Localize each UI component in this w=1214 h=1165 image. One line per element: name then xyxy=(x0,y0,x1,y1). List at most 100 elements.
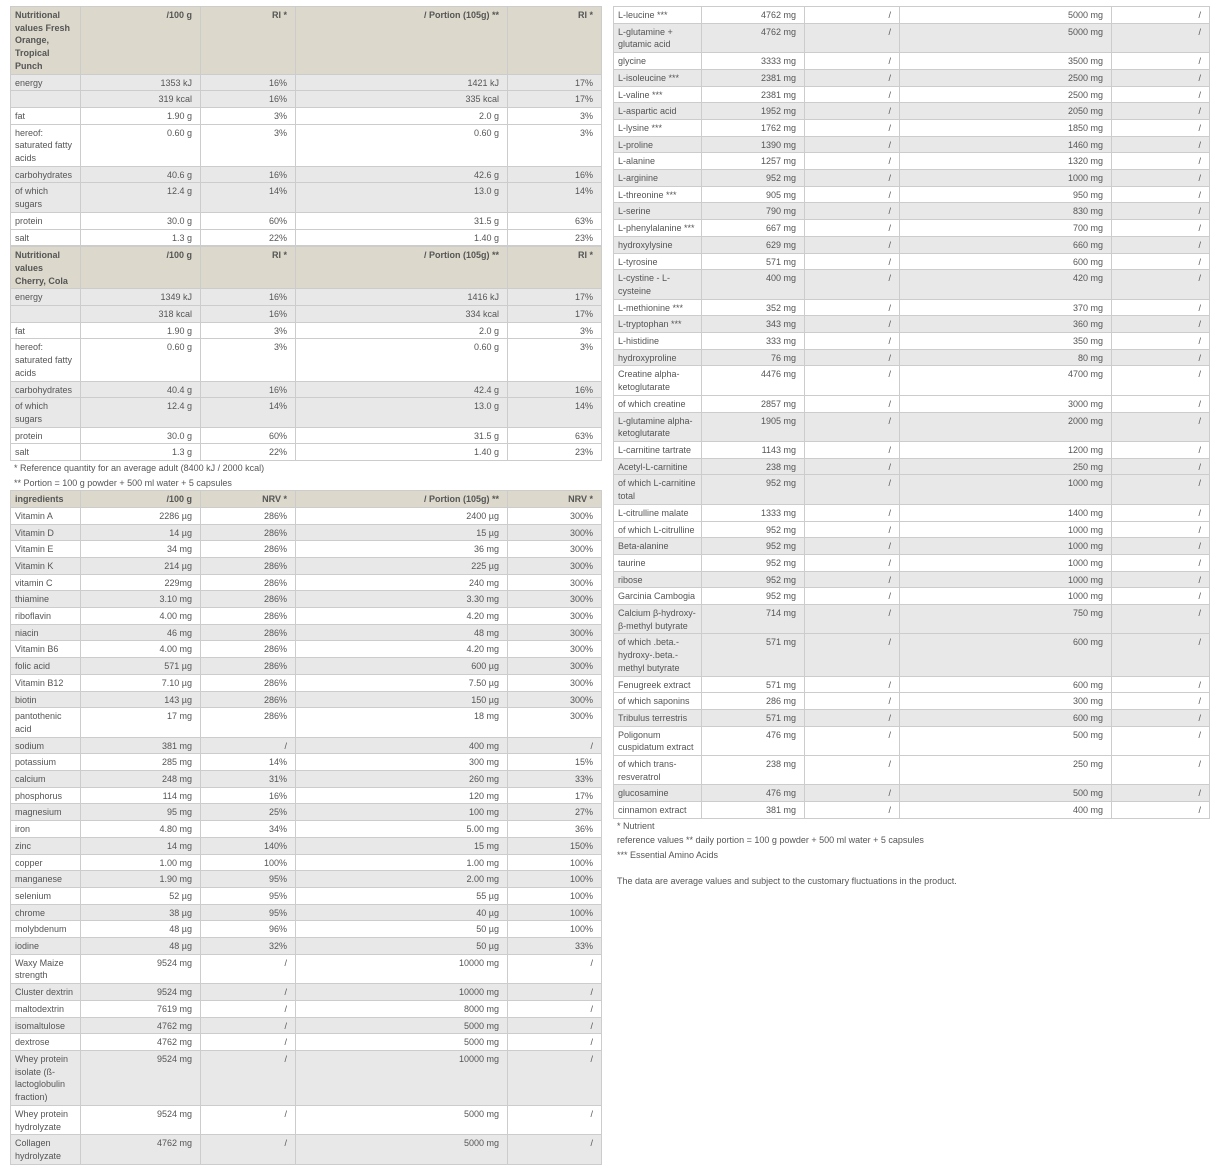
cell-value: / xyxy=(200,1033,296,1051)
cell-value: 4.20 mg xyxy=(295,607,508,625)
cell-value: RI * xyxy=(507,246,602,290)
cell-value: / xyxy=(1111,692,1210,710)
cell-value: 95% xyxy=(200,886,296,905)
cell-value: 63% xyxy=(507,211,602,230)
cell-value: / xyxy=(1111,185,1210,204)
row-label: Vitamin D xyxy=(10,523,81,542)
table-row: Vitamin B6 4.00 mg 286% 4.20 mg 300% xyxy=(10,640,602,659)
cell-value: 50 µg xyxy=(295,920,508,939)
cell-value: / xyxy=(804,202,900,221)
cell-value: / xyxy=(804,252,900,271)
cell-value: 571 µg xyxy=(80,657,201,675)
cell-value: 42.4 g xyxy=(295,380,508,399)
cell-value: 10000 mg xyxy=(295,1050,508,1106)
cell-value: 318 kcal xyxy=(80,305,201,323)
cell-value: 952 mg xyxy=(701,570,805,589)
cell-value: 22% xyxy=(200,443,296,462)
cell-value: / xyxy=(1111,708,1210,727)
cell-value: 225 µg xyxy=(295,556,508,575)
row-label: folic acid xyxy=(10,657,81,675)
table-row: L-valine *** 2381 mg/2500 mg / xyxy=(613,85,1210,104)
cell-value: / xyxy=(1111,570,1210,589)
cell-value: / xyxy=(804,411,900,442)
ingredients-table: ingredients/100 g NRV * / Portion (105g) *… xyxy=(10,490,602,1165)
cell-value: / xyxy=(804,315,900,334)
table-row: L-threonine *** 905 mg/950 mg / xyxy=(613,185,1210,204)
cell-value: 286% xyxy=(200,573,296,592)
cell-value: / xyxy=(804,365,900,396)
row-label: L-serine xyxy=(613,202,702,221)
row-label: L-isoleucine *** xyxy=(613,68,702,87)
cell-value: / xyxy=(1111,784,1210,803)
row-label: L-citrulline malate xyxy=(613,503,702,522)
row-label: Creatine alpha-ketoglutarate xyxy=(613,365,702,396)
cell-value: RI * xyxy=(200,6,296,75)
table-row: hydroxylysine 629 mg/660 mg / xyxy=(613,235,1210,254)
cell-value: 100% xyxy=(200,853,296,872)
cell-value: 2.0 g xyxy=(295,321,508,340)
cell-value: / xyxy=(804,85,900,104)
cell-value: 905 mg xyxy=(701,185,805,204)
cell-value: 2500 mg xyxy=(899,68,1112,87)
table-row: L-arginine 952 mg/1000 mg / xyxy=(613,169,1210,187)
cell-value: 1257 mg xyxy=(701,152,805,171)
table-row: maltodextrin 7619 mg/8000 mg / xyxy=(10,999,602,1018)
cell-value: 952 mg xyxy=(701,474,805,505)
cell-value: 660 mg xyxy=(899,235,1112,254)
row-label: L-aspartic acid xyxy=(613,102,702,120)
row-label: of which L-carnitine total xyxy=(613,474,702,505)
table-row: cinnamon extract 381 mg/400 mg / xyxy=(613,801,1210,819)
table-row: dextrose 4762 mg/5000 mg / xyxy=(10,1033,602,1051)
cell-value: / xyxy=(1111,725,1210,757)
table-row: of which saponins 286 mg/300 mg / xyxy=(613,692,1210,710)
cell-value: 34% xyxy=(200,820,296,838)
row-label: L-threonine *** xyxy=(613,185,702,204)
right-column: L-leucine *** 4762 mg/5000 mg / L-glutamine… xyxy=(613,6,1210,889)
table-row: L-cystine - L-cysteine 400 mg/420 mg / xyxy=(613,269,1210,300)
cell-value: 1000 mg xyxy=(899,570,1112,589)
row-label: L-arginine xyxy=(613,169,702,187)
table-row: L-serine 790 mg/830 mg / xyxy=(613,202,1210,221)
footnote: ** Portion = 100 g powder + 500 ml water… xyxy=(14,477,232,488)
cell-value: 300 mg xyxy=(295,753,508,772)
cell-value: 5000 mg xyxy=(295,1016,508,1035)
cell-value: 3333 mg xyxy=(701,52,805,70)
cell-value: / xyxy=(1111,348,1210,367)
cell-value: 9524 mg xyxy=(80,953,201,985)
row-label: of which creatine xyxy=(613,394,702,413)
cell-value: 1349 kJ xyxy=(80,288,201,307)
cell-value: / Portion (105g) ** xyxy=(295,246,508,290)
row-label: of which sugars xyxy=(10,397,81,428)
table-row: protein 30.0 g 60% 31.5 g 63% xyxy=(10,426,602,445)
cell-value: 400 mg xyxy=(295,736,508,755)
cell-value: 1.40 g xyxy=(295,443,508,462)
row-label: riboflavin xyxy=(10,607,81,625)
table-row: niacin 46 mg 286% 48 mg 300% xyxy=(10,623,602,642)
cell-value: 571 mg xyxy=(701,708,805,727)
cell-value: 400 mg xyxy=(899,801,1112,819)
table-header-row: ingredients/100 g NRV * / Portion (105g) *… xyxy=(10,490,602,508)
table-row: L-alanine 1257 mg/1320 mg / xyxy=(613,152,1210,171)
row-label: iron xyxy=(10,820,81,838)
cell-value: 286% xyxy=(200,506,296,525)
spacer xyxy=(613,862,1209,874)
cell-value: 381 mg xyxy=(701,801,805,819)
row-label: glucosamine xyxy=(613,784,702,803)
cell-value: 14% xyxy=(507,397,602,428)
cell-value: / xyxy=(1111,85,1210,104)
cell-value: 4762 mg xyxy=(701,6,805,24)
table-row: Garcinia Cambogia 952 mg/1000 mg / xyxy=(613,587,1210,606)
row-label: protein xyxy=(10,426,81,445)
cell-value: 1952 mg xyxy=(701,102,805,120)
footnote: *** Essential Amino Acids xyxy=(617,849,719,860)
cell-value: 352 mg xyxy=(701,298,805,317)
table-row: potassium 285 mg 14% 300 mg 15% xyxy=(10,753,602,772)
row-label: L-leucine *** xyxy=(613,6,702,24)
table-row: glucosamine 476 mg/500 mg / xyxy=(613,784,1210,803)
cell-value: 16% xyxy=(507,165,602,184)
cell-value: 16% xyxy=(200,380,296,399)
cell-value: 1416 kJ xyxy=(295,288,508,307)
cell-value: 48 µg xyxy=(80,937,201,955)
row-label: Garcinia Cambogia xyxy=(613,587,702,606)
cell-value: / xyxy=(1111,102,1210,120)
